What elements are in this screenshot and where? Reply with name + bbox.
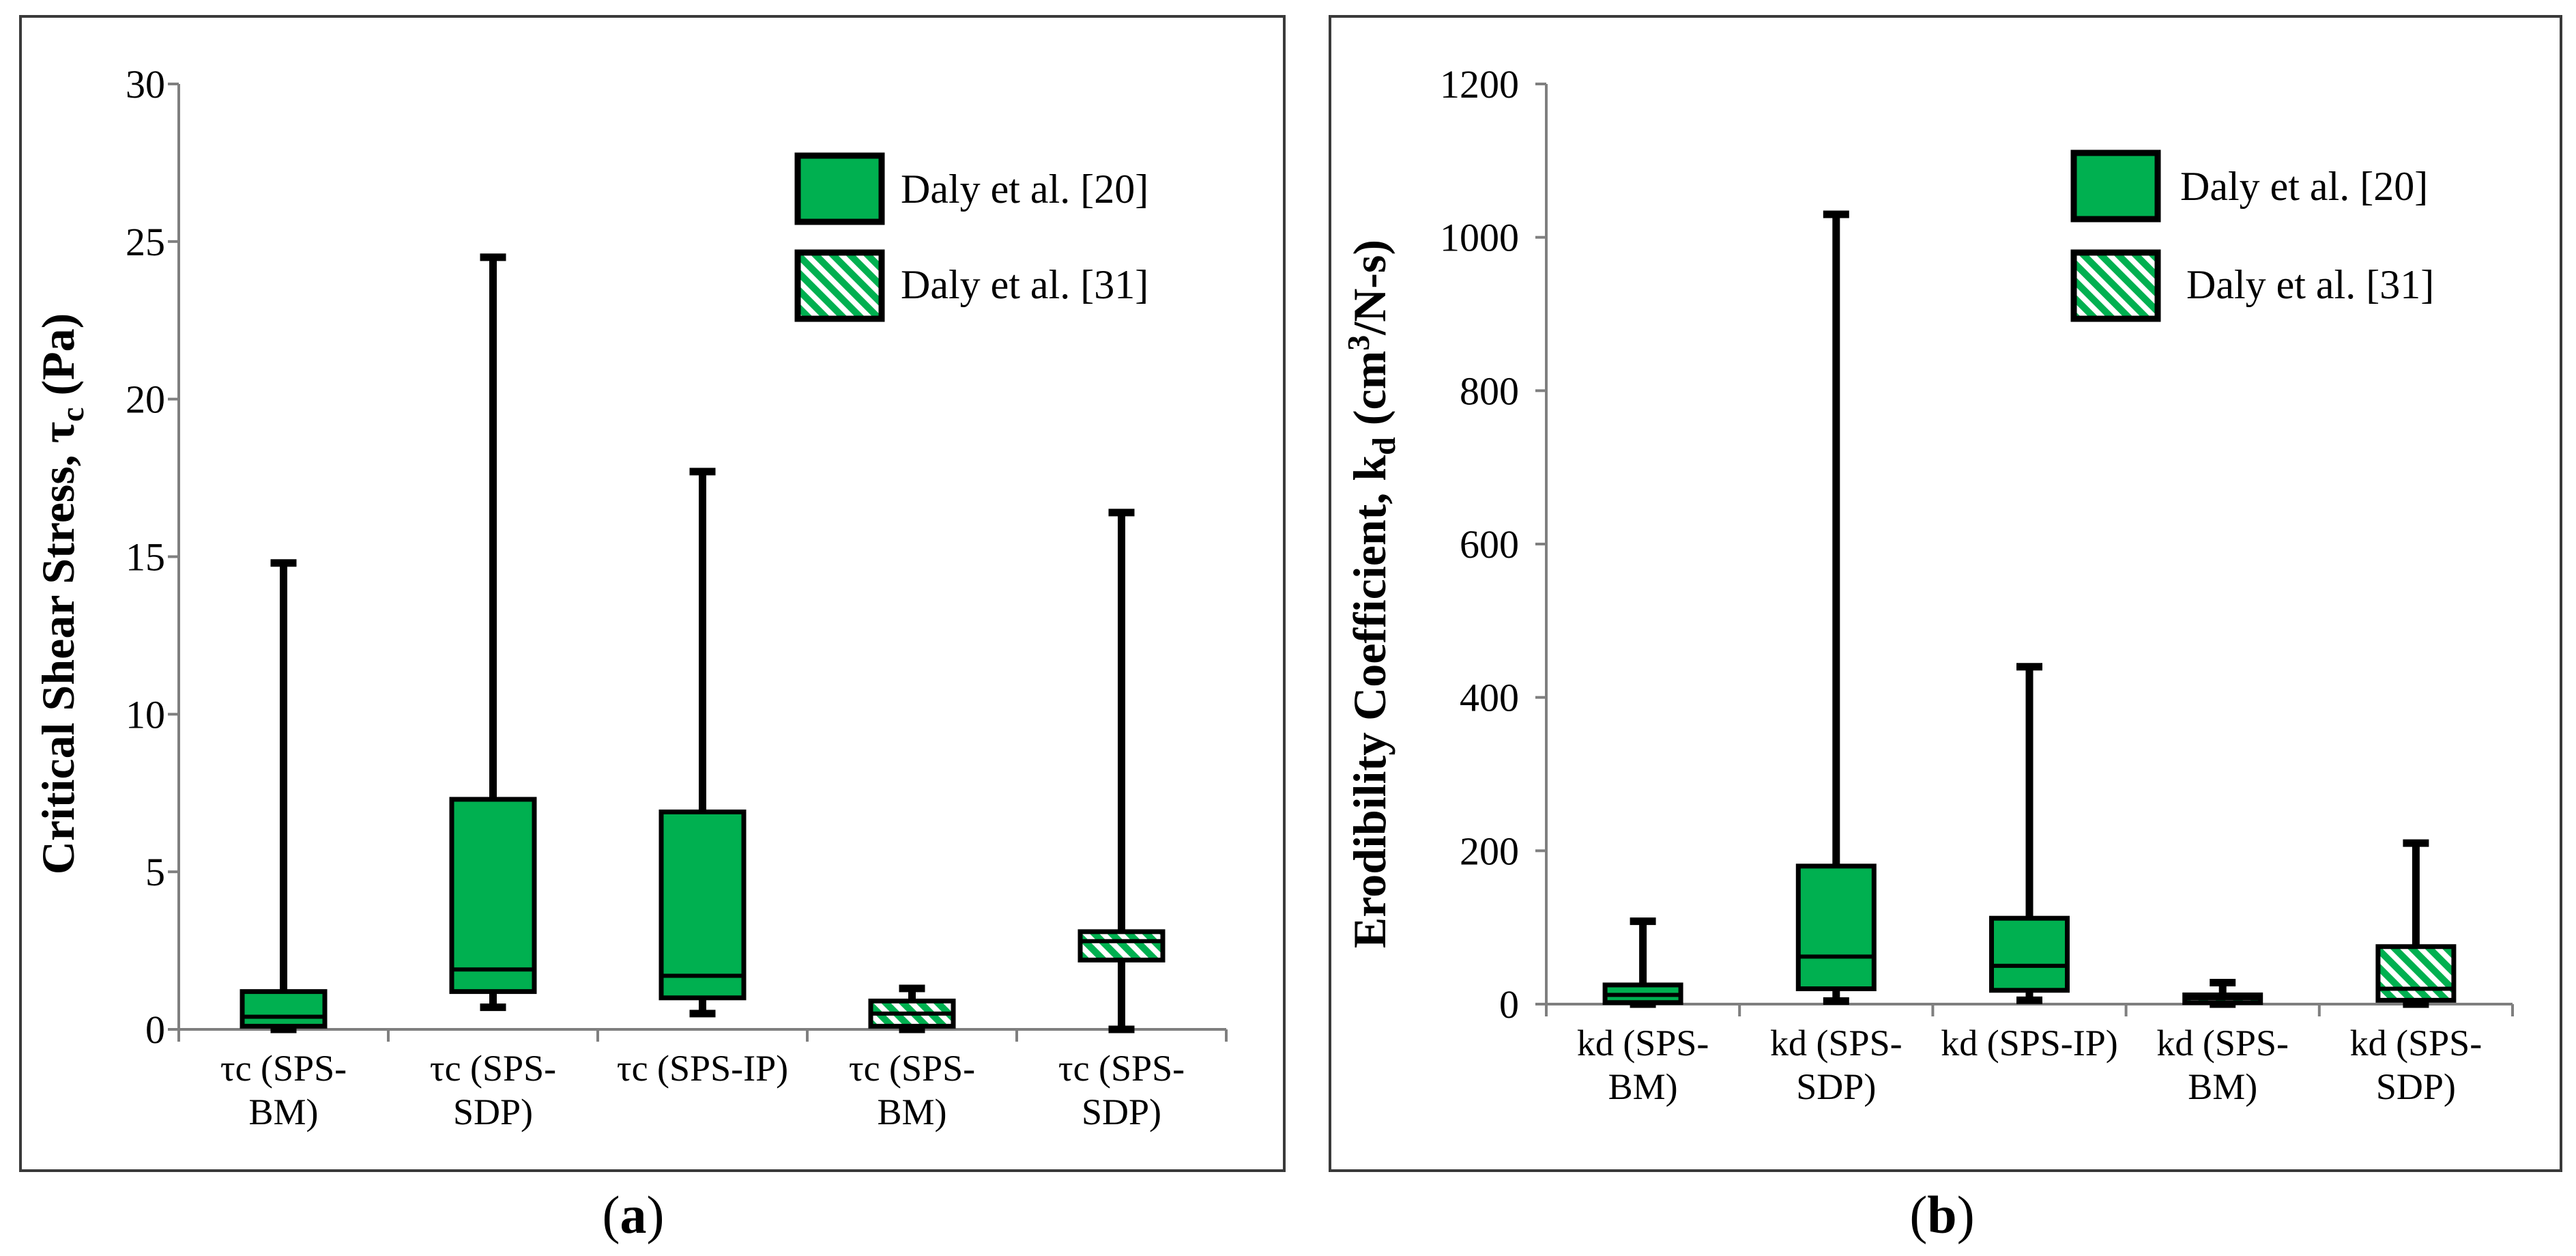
panel-b-caption: (b) xyxy=(1909,1185,1975,1244)
y-tick-label: 1200 xyxy=(1440,62,1519,106)
category-label: SDP) xyxy=(453,1091,533,1132)
category-label: kd (SPS- xyxy=(2350,1023,2483,1064)
chart-a-categories: τc (SPS-BM)τc (SPS-SDP)τc (SPS-IP) τc (SP… xyxy=(177,1029,1228,1132)
chart-b-ylabel: Erodibility Coefficient, kd (cm3/N-s) xyxy=(1341,240,1402,948)
chart-a-boxes xyxy=(240,253,1166,1033)
chart-b-categories: kd (SPS-BM)kd (SPS-SDP)kd (SPS-IP) kd (SP… xyxy=(1545,1004,2514,1107)
box-iqr xyxy=(659,809,747,1001)
category-label: SDP) xyxy=(1082,1091,1161,1132)
category-label: kd (SPS- xyxy=(1577,1023,1709,1064)
category-label: SDP) xyxy=(1796,1066,1876,1107)
category-label: τc (SPS- xyxy=(849,1048,975,1089)
category-label: BM) xyxy=(877,1091,946,1132)
legend-a-solid-label: Daly et al. [20] xyxy=(901,167,1148,212)
category-label: BM) xyxy=(2188,1066,2257,1107)
y-tick-label: 25 xyxy=(126,220,165,264)
category-label: τc (SPS-IP) xyxy=(617,1048,788,1089)
legend-a-solid-swatch xyxy=(794,152,885,225)
chart-a-legend: Daly et al. [20] Daly et al. [31] xyxy=(794,152,1148,322)
category-label: τc (SPS- xyxy=(430,1048,556,1089)
box-plot-2 xyxy=(449,253,537,1012)
y-tick-label: 800 xyxy=(1460,369,1519,413)
y-tick-label: 10 xyxy=(126,692,165,737)
y-tick-label: 15 xyxy=(126,535,165,580)
category-label: τc (SPS- xyxy=(220,1048,347,1089)
legend-b-solid-swatch xyxy=(2070,149,2161,223)
box-plot-5 xyxy=(2375,839,2457,1008)
category-label: BM) xyxy=(1608,1066,1678,1107)
category-label: SDP) xyxy=(2376,1066,2456,1107)
chart-b-legend: Daly et al. [20] Daly et al. [31] xyxy=(2070,149,2434,322)
box-plot-2 xyxy=(1795,210,1877,1005)
panel-a-caption: (a) xyxy=(602,1185,665,1244)
legend-a-hatched-swatch xyxy=(794,249,885,322)
y-tick-label: 600 xyxy=(1460,522,1519,567)
box-iqr xyxy=(2375,944,2457,1003)
box-plot-4 xyxy=(868,984,956,1033)
category-label: kd (SPS-IP) xyxy=(1941,1023,2118,1064)
legend-b-hatched-swatch xyxy=(2070,249,2161,322)
box-plot-3 xyxy=(1989,663,2070,1004)
y-tick-label: 20 xyxy=(126,377,165,422)
box-iqr xyxy=(449,797,537,995)
box-plot-1 xyxy=(1602,917,1683,1008)
chart-a-yticks: 0 5 10 15 20 25 30 xyxy=(126,62,179,1052)
legend-b-hatched-label: Daly et al. [31] xyxy=(2186,262,2434,307)
y-tick-label: 30 xyxy=(126,62,165,106)
box-plot-4 xyxy=(2182,979,2263,1008)
y-tick-label: 5 xyxy=(145,850,165,894)
box-plot-3 xyxy=(659,468,747,1018)
chart-b-boxes xyxy=(1602,210,2457,1008)
y-tick-label: 0 xyxy=(1499,982,1519,1027)
box-plot-5 xyxy=(1077,509,1166,1033)
panel-b-frame xyxy=(1329,15,2562,1172)
legend-a-hatched-label: Daly et al. [31] xyxy=(901,262,1148,307)
chart-a-ylabel: Critical Shear Stress, τc (Pa) xyxy=(32,313,91,875)
box-iqr xyxy=(1795,863,1877,992)
category-label: BM) xyxy=(248,1091,318,1132)
y-tick-label: 1000 xyxy=(1440,216,1519,260)
y-tick-label: 200 xyxy=(1460,829,1519,873)
legend-b-solid-label: Daly et al. [20] xyxy=(2180,164,2428,209)
box-iqr xyxy=(240,989,328,1029)
chart-b-yticks: 0 200 400 600 800 1000 1200 xyxy=(1440,62,1546,1027)
category-label: τc (SPS- xyxy=(1058,1048,1185,1089)
y-tick-label: 400 xyxy=(1460,676,1519,720)
box-iqr xyxy=(1989,915,2070,993)
box-plot-1 xyxy=(240,559,328,1033)
category-label: kd (SPS- xyxy=(1770,1023,1902,1064)
panel-a-frame xyxy=(19,15,1286,1172)
box-iqr xyxy=(1077,929,1166,962)
category-label: kd (SPS- xyxy=(2156,1023,2289,1064)
y-tick-label: 0 xyxy=(145,1008,165,1052)
